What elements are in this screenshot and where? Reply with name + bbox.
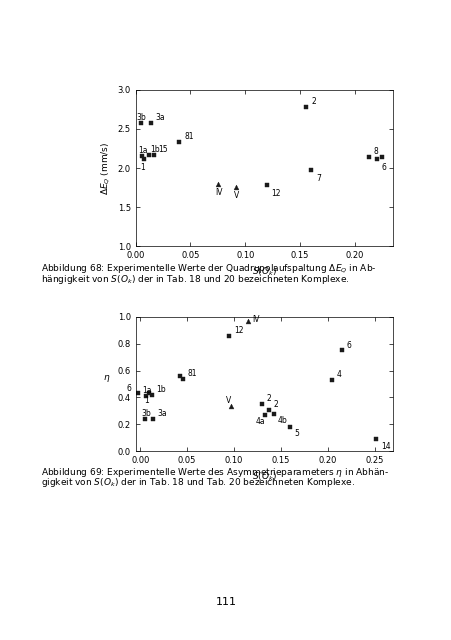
Text: IV: IV	[252, 314, 260, 323]
Text: 1a: 1a	[138, 146, 147, 155]
Text: 3b: 3b	[136, 113, 146, 122]
Text: 15: 15	[158, 145, 168, 154]
Text: 14: 14	[380, 442, 390, 451]
X-axis label: $S(O_k)$: $S(O_k)$	[251, 266, 276, 278]
Text: V: V	[234, 191, 239, 200]
Text: Abbildung 69: Experimentelle Werte des Asymmetrieparameters $\eta$ in Abhän-: Abbildung 69: Experimentelle Werte des A…	[41, 466, 388, 479]
Text: 1b: 1b	[150, 145, 159, 154]
Text: hängigkeit von $S(O_k)$ der in Tab. 18 und 20 bezeichneten Komplexe.: hängigkeit von $S(O_k)$ der in Tab. 18 u…	[41, 273, 349, 285]
Text: 2: 2	[310, 97, 315, 106]
Text: 1a: 1a	[142, 387, 152, 396]
Text: 2: 2	[266, 394, 271, 403]
Text: 1b: 1b	[156, 385, 166, 394]
X-axis label: $S(O_k)$: $S(O_k)$	[251, 470, 276, 483]
Text: 81: 81	[184, 132, 194, 141]
Text: 8: 8	[373, 147, 377, 156]
Text: 6: 6	[380, 163, 385, 172]
Text: 3b: 3b	[141, 409, 151, 419]
Text: 81: 81	[187, 369, 196, 378]
Text: 111: 111	[215, 596, 236, 607]
Text: IV: IV	[215, 188, 223, 197]
Text: 3a: 3a	[155, 113, 165, 122]
Text: 1: 1	[144, 396, 148, 405]
Y-axis label: $\Delta E_Q$ (mm/s): $\Delta E_Q$ (mm/s)	[99, 141, 112, 195]
Text: gigkeit von $S(O_k)$ der in Tab. 18 und Tab. 20 bezeichneten Komplexe.: gigkeit von $S(O_k)$ der in Tab. 18 und …	[41, 476, 354, 489]
Y-axis label: $\eta$: $\eta$	[102, 373, 110, 384]
Text: 12: 12	[271, 189, 281, 198]
Text: Abbildung 68: Experimentelle Werte der Quadrupolaufspaltung $\Delta E_Q$ in Ab-: Abbildung 68: Experimentelle Werte der Q…	[41, 262, 375, 275]
Text: 6: 6	[126, 384, 131, 393]
Text: 2: 2	[273, 400, 277, 409]
Text: 6: 6	[345, 340, 350, 349]
Text: 4a: 4a	[255, 417, 265, 426]
Text: 7: 7	[316, 174, 321, 183]
Text: 4b: 4b	[277, 416, 287, 425]
Text: V: V	[225, 396, 230, 405]
Text: 12: 12	[234, 326, 243, 335]
Text: 3a: 3a	[157, 409, 166, 419]
Text: 4: 4	[336, 371, 341, 380]
Text: 5: 5	[293, 429, 298, 438]
Text: 1: 1	[140, 163, 144, 172]
